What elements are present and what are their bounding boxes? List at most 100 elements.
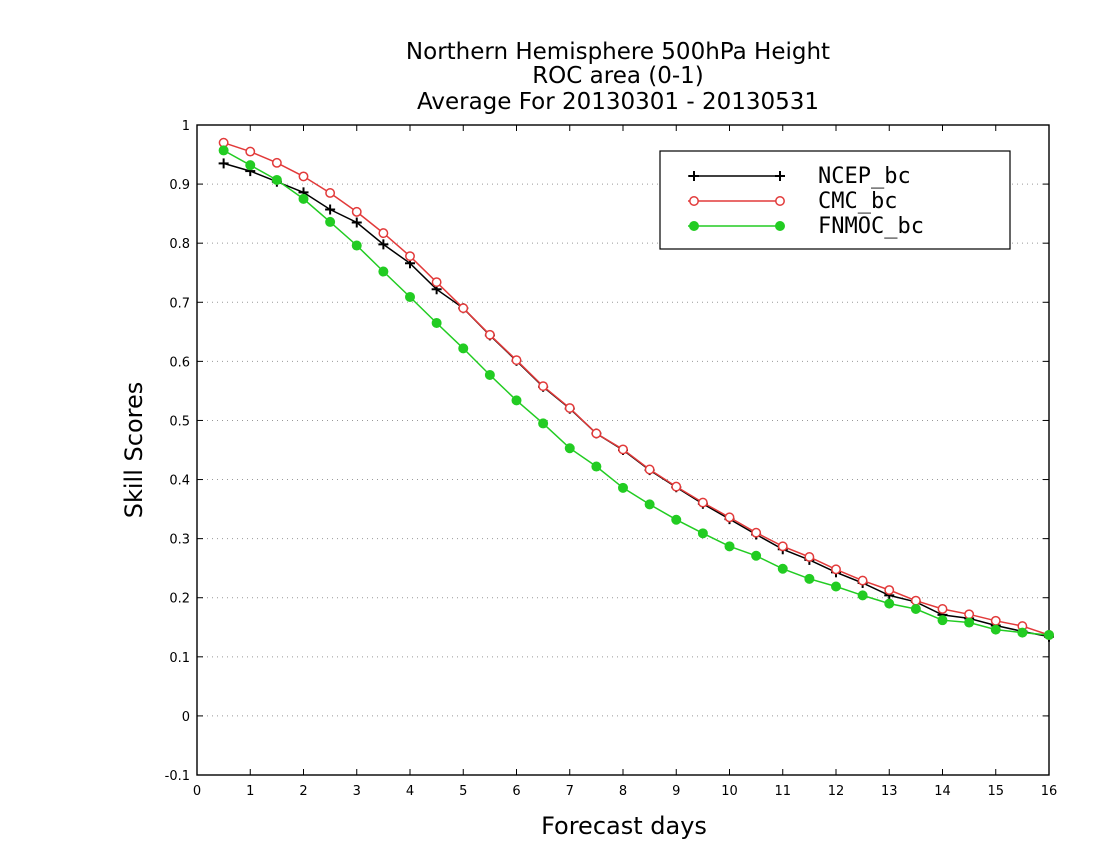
x-tick-label: 4	[406, 784, 414, 799]
data-point	[484, 329, 495, 340]
legend-entry: NCEP_bc	[688, 164, 911, 189]
chart-title-line-3: Average For 20130301 - 20130531	[417, 89, 819, 115]
data-point	[697, 497, 708, 508]
y-tick-label: 0.4	[169, 474, 190, 489]
gridlines	[197, 183, 1049, 717]
legend-marker	[775, 196, 785, 206]
legend-entry: FNMOC_bc	[688, 214, 924, 239]
data-series	[218, 137, 1054, 642]
legend-label: FNMOC_bc	[818, 214, 924, 239]
data-point	[325, 216, 336, 227]
y-tick-label: 1	[182, 119, 190, 134]
x-tick-label: 10	[721, 784, 738, 799]
x-axis-label: Forecast days	[541, 812, 707, 840]
x-tick-label: 15	[987, 784, 1004, 799]
data-point	[777, 541, 788, 552]
axes	[196, 124, 1050, 776]
data-point	[831, 581, 841, 592]
data-point	[325, 188, 336, 198]
data-point	[325, 204, 336, 215]
data-point	[857, 575, 868, 586]
data-point	[1017, 627, 1028, 638]
data-point	[671, 514, 682, 525]
x-tick-label: 11	[774, 784, 791, 799]
data-point	[351, 217, 362, 228]
data-point	[218, 158, 229, 169]
data-point	[724, 512, 735, 523]
tick-labels: -0.100.10.20.30.40.50.60.70.80.910 1 2 3 4 5 6…	[165, 119, 1058, 799]
chart-title: Northern Hemisphere 500hPa Height ROC ar…	[406, 39, 830, 115]
legend-marker	[689, 221, 699, 231]
data-point	[458, 303, 469, 314]
data-point	[618, 444, 628, 455]
data-point	[431, 317, 442, 328]
data-point	[431, 277, 442, 288]
data-point	[884, 598, 895, 609]
data-point	[405, 251, 415, 262]
data-point	[351, 206, 362, 217]
y-tick-label: 0.6	[169, 355, 190, 370]
x-tick-label: 6	[512, 784, 520, 799]
y-tick-label: -0.1	[165, 769, 190, 784]
data-point	[218, 145, 229, 156]
x-tick-label: 3	[353, 784, 361, 799]
data-point	[378, 239, 389, 250]
data-point	[591, 428, 602, 439]
data-point	[644, 464, 655, 475]
series-CMC_bc	[218, 137, 1054, 640]
data-point	[884, 585, 895, 595]
data-point	[990, 615, 1001, 626]
data-point	[697, 528, 708, 539]
x-tick-label: 12	[828, 784, 845, 799]
data-point	[484, 369, 495, 380]
x-tick-label: 8	[619, 784, 627, 799]
data-point	[724, 541, 735, 552]
plot-frame	[196, 124, 1050, 776]
data-point	[990, 624, 1001, 635]
legend-label: NCEP_bc	[818, 164, 911, 189]
legend-marker	[775, 171, 785, 181]
data-point	[804, 573, 815, 584]
data-point	[245, 160, 256, 171]
y-tick-label: 0.5	[169, 414, 190, 429]
data-point	[937, 604, 948, 614]
legend-box	[659, 150, 1011, 250]
data-point	[910, 595, 921, 606]
data-point	[405, 291, 415, 302]
data-point	[751, 550, 762, 561]
data-point	[1044, 629, 1054, 640]
data-point	[831, 564, 841, 575]
x-tick-label: 16	[1041, 784, 1058, 799]
y-tick-label: 0.2	[169, 592, 190, 607]
data-point	[351, 240, 362, 251]
data-point	[271, 157, 282, 168]
data-point	[564, 403, 575, 413]
data-point	[458, 343, 469, 354]
data-point	[777, 563, 788, 574]
x-tick-label: 9	[672, 784, 680, 799]
chart-title-line-1: Northern Hemisphere 500hPa Height	[406, 39, 830, 65]
data-point	[298, 171, 309, 182]
legend-label: CMC_bc	[818, 189, 897, 214]
data-point	[618, 482, 628, 493]
data-point	[937, 615, 948, 626]
data-point	[378, 228, 389, 239]
data-point	[378, 266, 389, 277]
legend-entry: CMC_bc	[688, 189, 897, 214]
y-tick-label: 0.3	[169, 533, 190, 548]
x-tick-label: 1	[246, 784, 254, 799]
data-point	[644, 499, 655, 510]
data-point	[511, 395, 522, 406]
x-tick-label: 5	[459, 784, 467, 799]
data-point	[671, 481, 682, 492]
data-point	[591, 461, 602, 472]
data-point	[964, 609, 975, 620]
data-point	[804, 552, 815, 562]
y-tick-label: 0.1	[169, 651, 190, 666]
series-FNMOC_bc	[218, 145, 1054, 640]
legend-marker	[775, 221, 785, 231]
data-point	[751, 527, 762, 538]
chart-title-line-2: ROC area (0-1)	[532, 63, 704, 89]
